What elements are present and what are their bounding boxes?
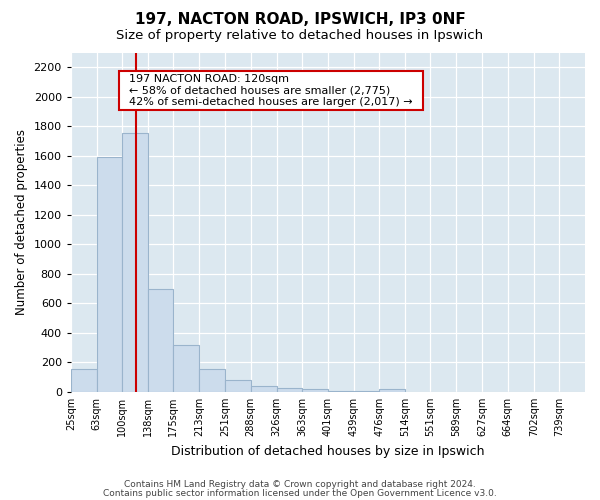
- Text: Size of property relative to detached houses in Ipswich: Size of property relative to detached ho…: [116, 29, 484, 42]
- Text: 197 NACTON ROAD: 120sqm  
  ← 58% of detached houses are smaller (2,775)  
  42%: 197 NACTON ROAD: 120sqm ← 58% of detache…: [122, 74, 420, 107]
- Bar: [277, 388, 302, 392]
- Y-axis label: Number of detached properties: Number of detached properties: [15, 129, 28, 315]
- Text: Contains HM Land Registry data © Crown copyright and database right 2024.: Contains HM Land Registry data © Crown c…: [124, 480, 476, 489]
- Bar: [251, 386, 277, 392]
- Text: Contains public sector information licensed under the Open Government Licence v3: Contains public sector information licen…: [103, 489, 497, 498]
- X-axis label: Distribution of detached houses by size in Ipswich: Distribution of detached houses by size …: [171, 444, 485, 458]
- Bar: [328, 390, 354, 392]
- Text: 197, NACTON ROAD, IPSWICH, IP3 0NF: 197, NACTON ROAD, IPSWICH, IP3 0NF: [134, 12, 466, 28]
- Bar: [173, 346, 199, 392]
- Bar: [122, 133, 148, 392]
- Bar: [148, 288, 173, 392]
- Bar: [226, 380, 251, 392]
- Bar: [302, 389, 328, 392]
- Bar: [199, 369, 226, 392]
- Bar: [71, 369, 97, 392]
- Bar: [379, 390, 405, 392]
- Bar: [97, 158, 122, 392]
